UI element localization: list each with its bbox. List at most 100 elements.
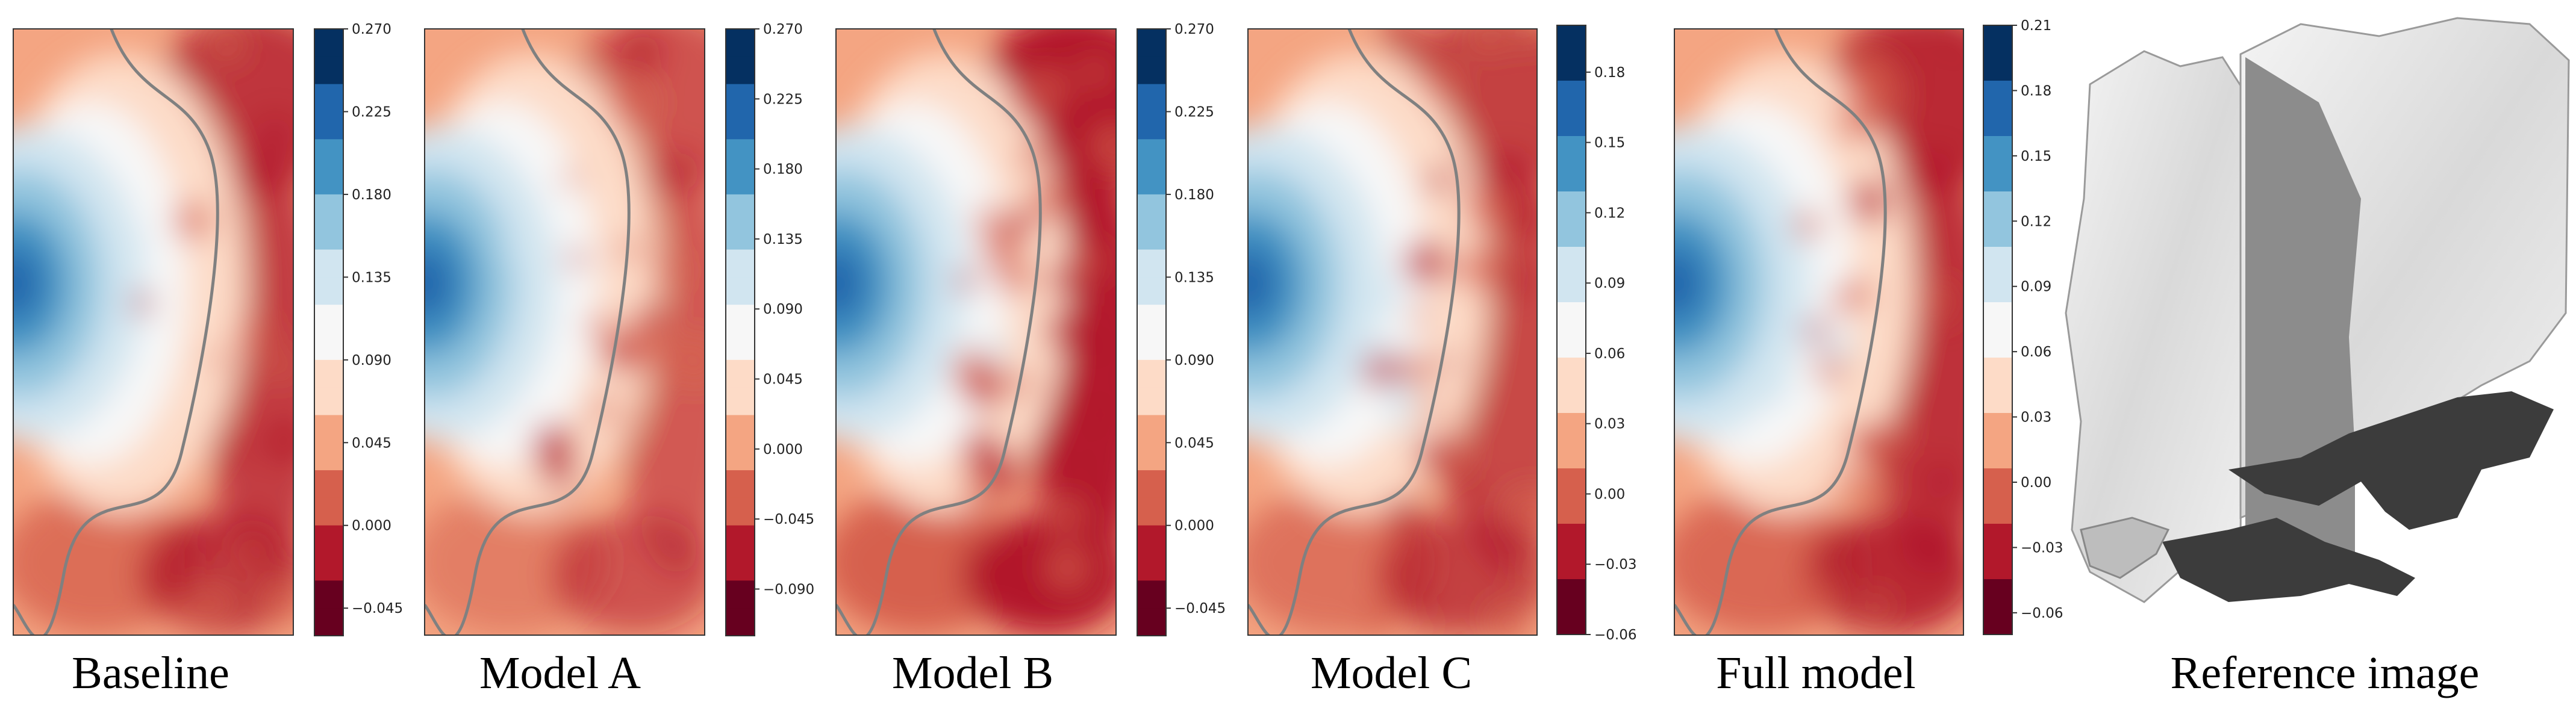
colorbar-model-c: 0.18 0.15 0.12 0.09 0.06 0.03 0.00 −0.03 −0.06 [1556, 25, 1636, 643]
colorbar-segment [1983, 25, 2012, 54]
colorbar-tick-label: 0.270 [763, 22, 803, 37]
colorbar-tick-label: 0.045 [1174, 435, 1214, 451]
colorbar-segment [1137, 359, 1166, 388]
colorbar-tick-label: 0.000 [1174, 518, 1214, 534]
reference-image [2065, 17, 2570, 603]
colorbar-segment [314, 442, 343, 471]
heatmap-frame [1674, 28, 1964, 636]
colorbar-tick-label: 0.21 [2021, 18, 2051, 34]
colorbar-segment [1557, 579, 1586, 607]
colorbar-segment [1983, 108, 2012, 137]
colorbar-segment [1983, 468, 2012, 497]
contour-line [1674, 29, 1887, 635]
colorbar-segment [1557, 247, 1586, 275]
colorbar-segment [1983, 579, 2012, 607]
colorbar-segment [314, 222, 343, 250]
colorbar-segment [726, 222, 755, 250]
colorbar-segment [1557, 275, 1586, 303]
colorbar-tick-label: −0.045 [763, 512, 814, 527]
colorbar-segment [726, 277, 755, 306]
colorbar-segment [1137, 580, 1166, 609]
panel-label-baseline: Baseline [72, 648, 229, 698]
panel-label-full-model: Full model [1716, 648, 1916, 698]
colorbar-tick-label: 0.270 [1174, 22, 1214, 37]
colorbar-segment [314, 139, 343, 168]
colorbar-segment [1557, 524, 1586, 552]
colorbar-model-a: 0.270 0.225 0.180 0.135 0.090 0.045 0.000 −0.04… [725, 22, 814, 636]
colorbar-segment [1983, 385, 2012, 414]
colorbar-segment [1137, 167, 1166, 195]
colorbar-segment [1137, 111, 1166, 140]
contour-line [13, 29, 219, 635]
colorbar-tick-label: 0.135 [352, 270, 391, 285]
colorbar-segment [314, 249, 343, 278]
colorbar-frame [1556, 25, 1586, 635]
heatmap-model-c [1247, 28, 1538, 636]
colorbar-segment [1137, 415, 1166, 444]
colorbar-segment [1137, 497, 1166, 526]
colorbar-segment [1983, 413, 2012, 441]
colorbar-tick-label: 0.000 [352, 518, 391, 534]
colorbar-segment [1983, 191, 2012, 220]
heatmap-frame [1247, 28, 1538, 636]
colorbar-segment [1137, 194, 1166, 223]
colorbar-tick-label: 0.09 [1594, 276, 1625, 291]
colorbar-segment [1983, 524, 2012, 552]
colorbar-segment [1983, 136, 2012, 164]
colorbar-segment [726, 553, 755, 582]
colorbar-segment [314, 525, 343, 554]
colorbar-segment [314, 84, 343, 113]
heatmap-frame [835, 28, 1117, 636]
colorbar-segment [726, 415, 755, 444]
colorbar-tick-label: 0.225 [763, 92, 803, 107]
colorbar-segment [1137, 84, 1166, 113]
colorbar-tick-label: 0.180 [352, 187, 391, 203]
colorbar-segment [314, 553, 343, 582]
colorbar-segment [314, 497, 343, 526]
colorbar-segment [1983, 358, 2012, 386]
colorbar-segment [726, 442, 755, 471]
colorbar-segment [726, 580, 755, 609]
colorbar-segment [726, 525, 755, 554]
colorbar-segment [726, 249, 755, 278]
colorbar-segment [1557, 219, 1586, 247]
colorbar-segment [314, 167, 343, 195]
colorbar-segment [1557, 191, 1586, 220]
colorbar-segment [1137, 56, 1166, 85]
colorbar-frame [1983, 25, 2013, 635]
colorbar-segment [1137, 29, 1166, 57]
colorbar-segment [1557, 385, 1586, 414]
colorbar-tick-label: 0.090 [1174, 353, 1214, 368]
colorbar-segment [1557, 358, 1586, 386]
colorbar-segment [1557, 441, 1586, 469]
colorbar-segment [726, 84, 755, 113]
colorbar-tick-label: −0.045 [1174, 601, 1226, 616]
colorbar-segment [1137, 608, 1166, 636]
colorbar-frame [1137, 28, 1167, 636]
colorbar-segment [1983, 275, 2012, 303]
heatmap-frame [424, 28, 705, 636]
colorbar-segment [1557, 302, 1586, 331]
colorbar-segment [1557, 53, 1586, 81]
colorbar-segment [1137, 222, 1166, 250]
colorbar-segment [1137, 442, 1166, 471]
colorbar-segment [1137, 387, 1166, 416]
heatmap-model-b [835, 28, 1117, 636]
colorbar-tick-label: 0.090 [763, 302, 803, 317]
colorbar-segment [1557, 496, 1586, 524]
colorbar-tick-label: 0.00 [1594, 486, 1625, 502]
colorbar-segment [1983, 53, 2012, 81]
colorbar-tick-label: 0.03 [1594, 417, 1625, 432]
colorbar-segment [314, 29, 343, 57]
colorbar-full-model: 0.21 0.18 0.15 0.12 0.09 0.06 0.03 0.00 −0.03 −0.… [1983, 18, 2063, 635]
colorbar-segment [1557, 136, 1586, 164]
colorbar-segment [726, 167, 755, 195]
colorbar-segment [1557, 330, 1586, 358]
colorbar-segment [1137, 332, 1166, 361]
colorbar-segment [314, 470, 343, 498]
colorbar-segment [314, 608, 343, 636]
colorbar-tick-label: 0.00 [2021, 475, 2051, 491]
colorbar-segment [1983, 302, 2012, 331]
contour-line [425, 29, 631, 635]
